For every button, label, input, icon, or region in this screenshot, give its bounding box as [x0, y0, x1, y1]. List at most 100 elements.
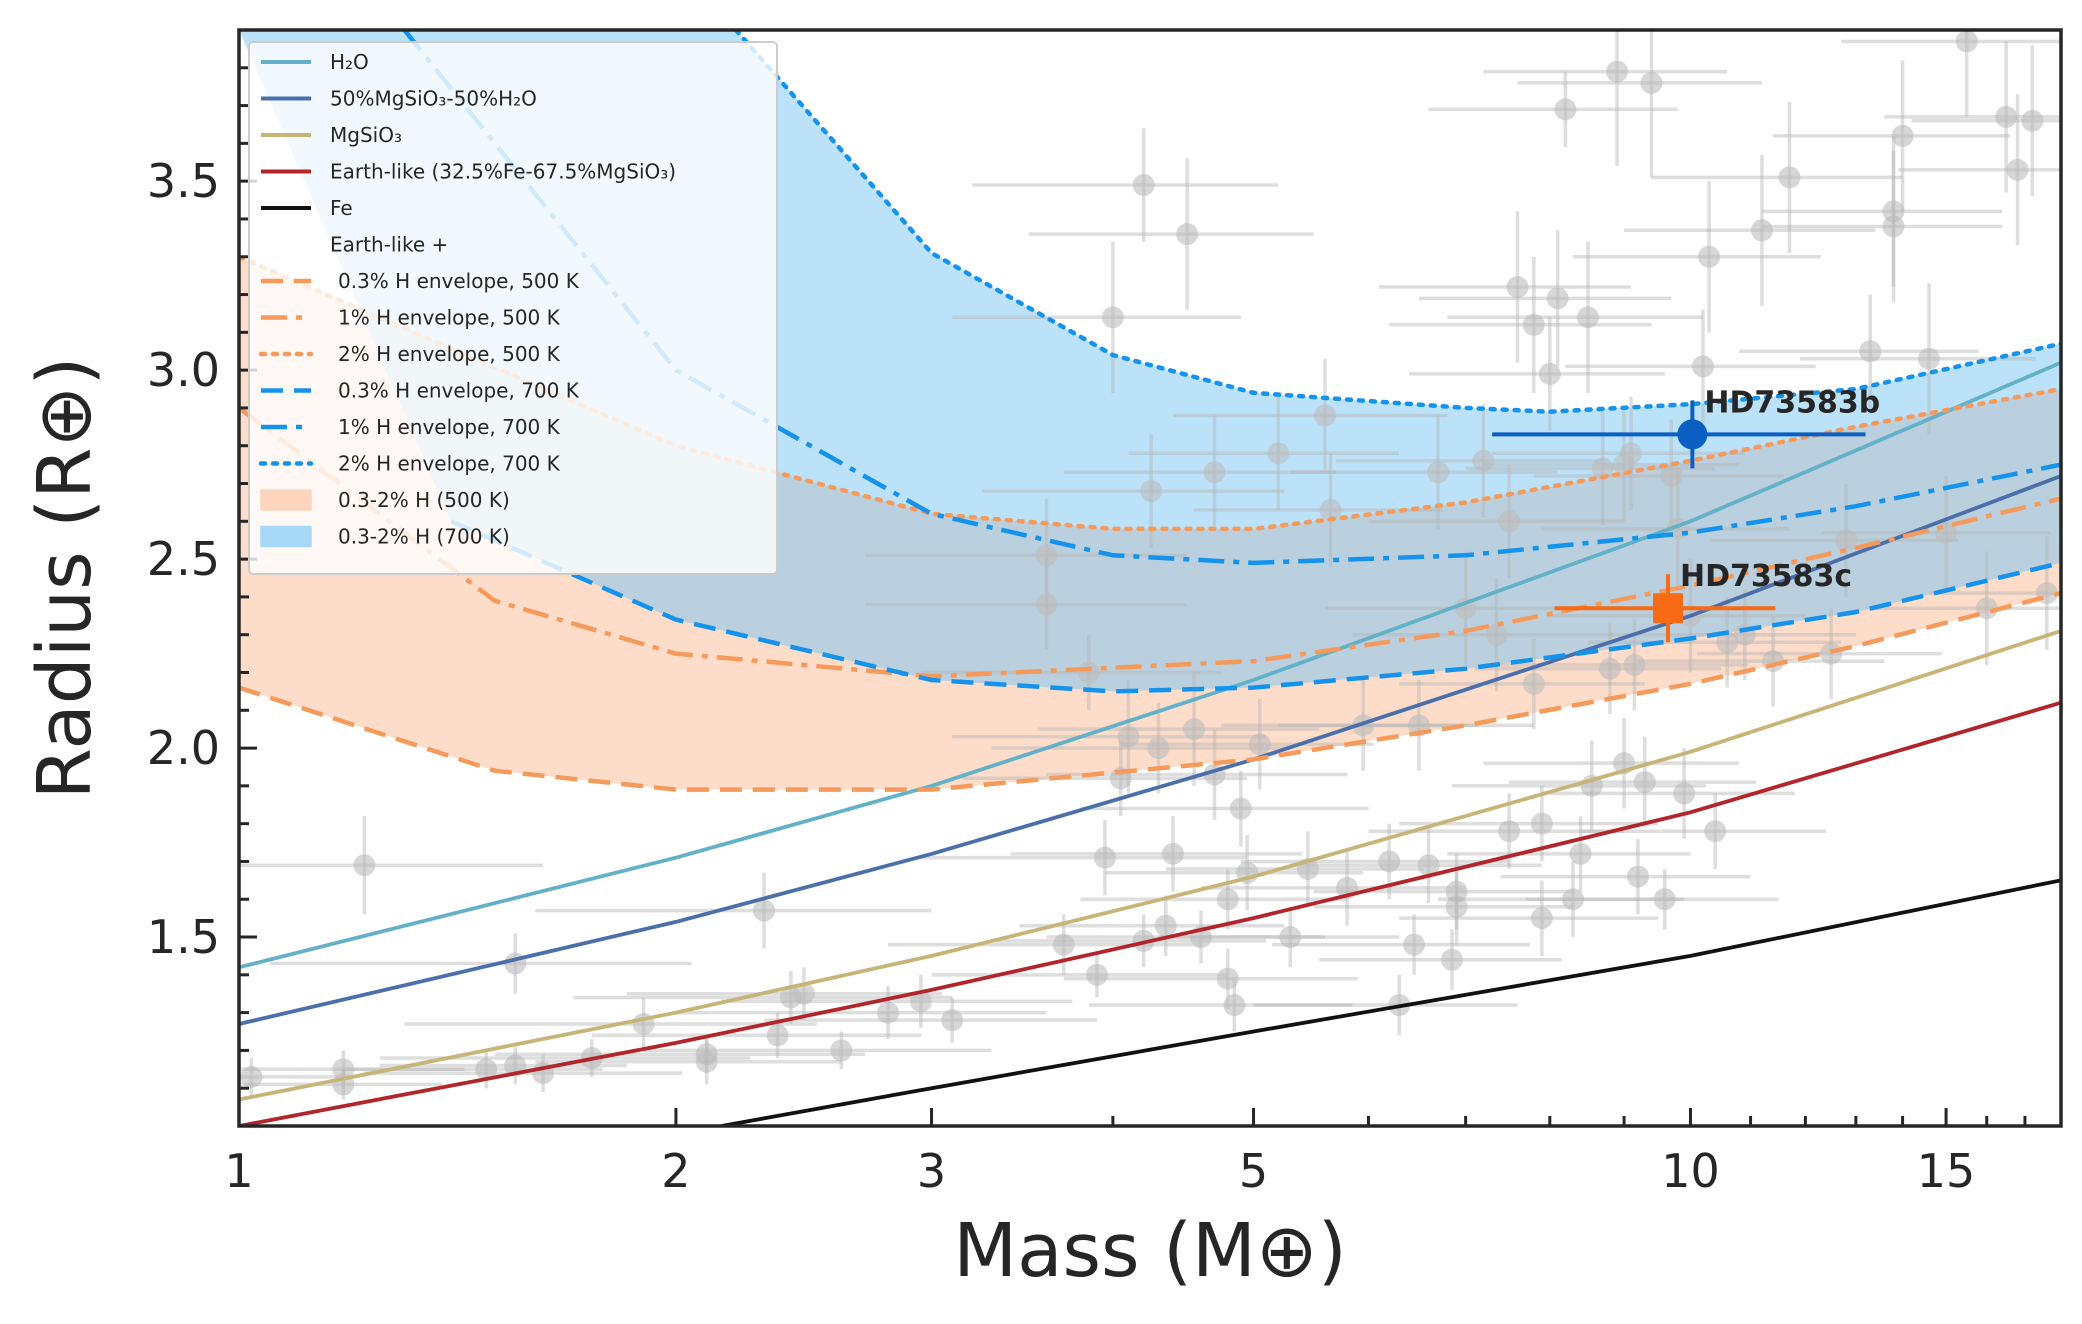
comparison-planet	[721, 974, 1073, 1028]
legend-label: 1% H envelope, 700 K	[338, 415, 561, 439]
comparison-planet	[1019, 895, 1285, 956]
comparison-planet	[920, 819, 1248, 896]
comparison-planet-marker	[766, 1024, 789, 1047]
comparison-planet-marker	[1882, 215, 1905, 238]
legend-entry: 2% H envelope, 500 K	[258, 342, 561, 366]
comparison-planet	[1911, 45, 2061, 197]
comparison-planet	[1290, 827, 1542, 904]
comparison-planet-marker	[1673, 782, 1696, 805]
comparison-planet	[591, 1012, 921, 1058]
comparison-planet-marker	[1620, 442, 1643, 465]
comparison-planet-marker	[332, 1058, 355, 1081]
comparison-planet	[1588, 596, 1842, 688]
comparison-planet-marker	[1835, 529, 1858, 552]
legend-entry: 50%MgSiO₃-50%H₂O	[261, 87, 537, 111]
comparison-planet-marker	[792, 982, 815, 1005]
comparison-planet	[1290, 415, 1558, 529]
comparison-planet	[931, 952, 1228, 998]
comparison-planet	[239, 816, 544, 915]
legend-entry: 0.3% H envelope, 500 K	[261, 269, 580, 293]
comparison-planet	[1010, 816, 1303, 892]
comparison-planet-marker	[1077, 661, 1100, 684]
curve-mgsio3	[239, 629, 2061, 1102]
legend-entry: H₂O	[261, 50, 369, 74]
comparison-planet-marker	[1147, 737, 1170, 760]
comparison-planet-marker	[1140, 480, 1163, 503]
y-axis-title: Radius (R⊕)	[22, 357, 108, 800]
comparison-planet-marker	[1778, 166, 1801, 189]
curve-2-h-700-k	[733, 30, 2061, 414]
comparison-planet-marker	[1267, 442, 1290, 465]
legend-label: H₂O	[330, 50, 369, 74]
comparison-planet	[1841, 30, 2061, 117]
comparison-planet-marker	[1633, 771, 1656, 794]
curve-0-3-h-700-k	[450, 519, 2061, 694]
comparison-planet-marker	[1506, 275, 1529, 298]
comparison-planet	[1088, 978, 1353, 1032]
comparison-planet	[1272, 914, 1530, 975]
x-tick-label: 2	[661, 1144, 690, 1198]
comparison-planet	[1761, 150, 2003, 303]
comparison-planet	[1428, 71, 1678, 148]
comparison-planet-marker	[909, 990, 932, 1013]
legend-label: Earth-like +	[330, 233, 448, 257]
comparison-planet	[1368, 464, 1625, 578]
x-tick-label: 3	[917, 1144, 946, 1198]
comparison-planet	[1761, 135, 2003, 287]
comparison-planet	[952, 680, 1267, 794]
x-tick-label: 10	[1661, 1144, 1720, 1198]
comparison-planet	[1509, 736, 1757, 828]
comparison-planet-marker	[1538, 362, 1561, 385]
comparison-planet	[1517, 30, 1762, 178]
planet-hd73583b	[1492, 400, 1866, 469]
comparison-planet-marker	[1698, 245, 1721, 268]
comparison-planet	[1447, 241, 1703, 393]
legend: H₂O 50%MgSiO₃-50%H₂O MgSiO₃ Earth-like (32.…	[248, 41, 778, 575]
comparison-planet	[239, 1057, 338, 1096]
comparison-planet-marker	[753, 899, 776, 922]
comparison-planet-marker	[1183, 718, 1206, 741]
comparison-planet	[643, 1031, 992, 1070]
comparison-planet	[1898, 94, 2061, 246]
comparison-planet-marker	[1229, 797, 1252, 820]
comparison-planet-marker	[1530, 907, 1553, 930]
comparison-planet-marker	[877, 1001, 900, 1024]
planet-marker	[1677, 419, 1708, 450]
comparison-planet-marker	[1216, 888, 1239, 911]
comparison-planet-marker	[1216, 967, 1239, 990]
comparison-planet-marker	[1378, 850, 1401, 873]
comparison-planet	[1120, 698, 1374, 790]
comparison-planet-marker	[475, 1058, 498, 1081]
plot-frame	[237, 28, 2063, 1128]
x-tick-label: 5	[1239, 1144, 1268, 1198]
comparison-planet-marker	[1085, 963, 1108, 986]
comparison-planet-marker	[1319, 498, 1342, 521]
y-tick-label: 2.5	[147, 532, 220, 586]
curve-0-3-h-500-k	[239, 590, 2061, 792]
legend-entry: MgSiO₃	[261, 123, 402, 147]
comparison-planet	[1884, 41, 2061, 193]
comparison-planet-marker	[1562, 888, 1585, 911]
comparison-planet-marker	[1859, 340, 1882, 363]
legend-swatch	[260, 525, 312, 548]
comparison-planet	[1447, 816, 1691, 892]
comparison-planet-marker	[1132, 173, 1155, 196]
comparison-planet	[972, 128, 1279, 242]
comparison-planet-marker	[1203, 461, 1226, 484]
legend-entry: 0.3-2% H (500 K)	[260, 488, 510, 512]
curve-1-h-500-k	[239, 406, 2061, 679]
comparison-planet	[1378, 211, 1632, 363]
legend-label: MgSiO₃	[330, 123, 402, 147]
comparison-planet-marker	[1161, 842, 1184, 865]
curve-1-h-700-k	[402, 30, 2061, 566]
comparison-planet-marker	[1653, 888, 1676, 911]
comparison-planet	[1063, 415, 1337, 529]
comparison-planet-marker	[1052, 933, 1075, 956]
comparison-planet	[1573, 181, 1821, 333]
comparison-planet	[1028, 158, 1314, 310]
comparison-planet-marker	[240, 1065, 263, 1088]
comparison-planet	[1929, 536, 2061, 650]
comparison-planet-marker	[1546, 287, 1569, 310]
comparison-planet	[1525, 869, 1779, 930]
